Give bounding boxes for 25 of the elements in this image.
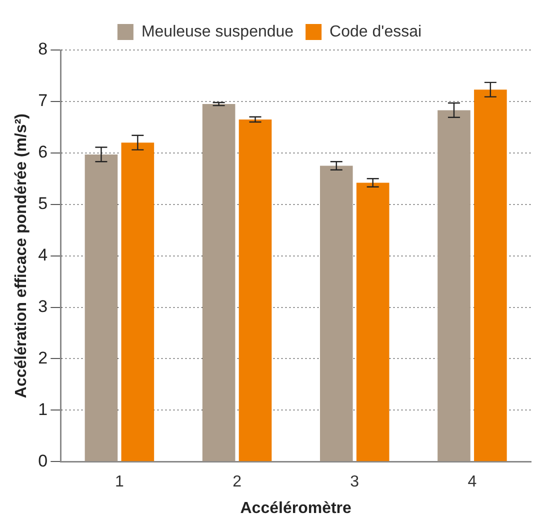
x-tick-label: 4 — [468, 474, 477, 491]
x-tick-label: 2 — [232, 474, 242, 491]
y-tick-label: 8 — [38, 40, 48, 59]
y-tick-label: 3 — [38, 296, 48, 316]
x-axis-title: Accéléromètre — [240, 500, 352, 517]
x-tick-label: 3 — [350, 474, 360, 491]
legend-label: Meuleuse suspendue — [141, 23, 294, 40]
y-tick-label: 4 — [38, 245, 48, 264]
y-tick-label: 2 — [38, 348, 48, 368]
x-tick-label: 1 — [114, 474, 124, 491]
bar — [320, 166, 353, 462]
bar — [121, 142, 154, 462]
bar — [474, 90, 507, 462]
y-tick-label: 6 — [38, 142, 48, 162]
y-tick-label: 7 — [38, 91, 48, 110]
bar — [84, 154, 118, 462]
y-axis-title: Accélération efficace pondérée (m/s²) — [13, 114, 30, 398]
bar — [356, 182, 390, 462]
bar — [238, 119, 272, 462]
y-tick-label: 5 — [38, 194, 48, 214]
bar — [438, 110, 470, 462]
y-tick-label: 1 — [38, 400, 48, 419]
bar — [202, 104, 236, 462]
y-tick-label: 0 — [38, 451, 48, 470]
legend-label: Code d'essai — [330, 23, 422, 40]
